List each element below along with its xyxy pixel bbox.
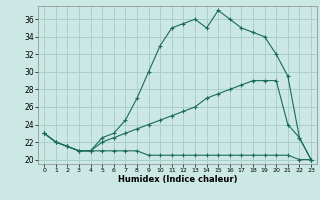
X-axis label: Humidex (Indice chaleur): Humidex (Indice chaleur) [118, 175, 237, 184]
